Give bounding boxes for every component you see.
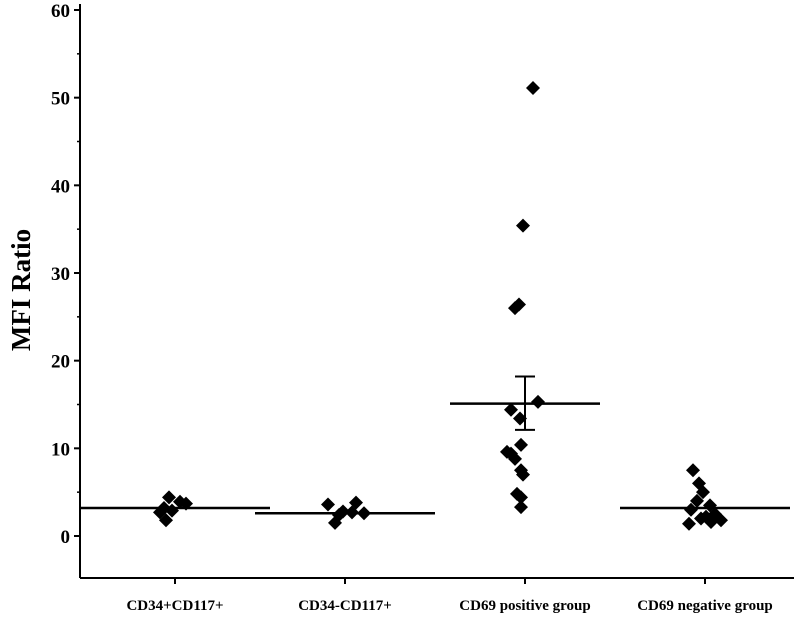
data-point: [162, 490, 176, 505]
data-point: [504, 402, 518, 417]
data-point: [516, 467, 530, 482]
y-tick-label: 30: [51, 264, 70, 285]
data-point: [714, 513, 728, 528]
data-point: [684, 502, 698, 517]
data-point: [682, 516, 696, 531]
data-point: [332, 507, 346, 522]
data-point: [690, 493, 704, 508]
y-tick-label: 40: [51, 176, 70, 197]
data-point: [508, 451, 522, 466]
x-tick-label: CD69 negative group: [637, 598, 773, 614]
data-point: [514, 490, 528, 505]
data-point: [686, 463, 700, 478]
y-axis-label: MFI Ratio: [6, 229, 36, 351]
x-tick-label: CD69 positive group: [459, 598, 590, 614]
data-point: [696, 485, 710, 500]
y-tick-label: 60: [51, 1, 70, 22]
data-point: [531, 394, 545, 409]
data-point: [699, 509, 713, 524]
y-tick-label: 0: [61, 527, 71, 548]
data-point: [173, 494, 187, 509]
data-point: [321, 497, 335, 512]
x-tick-label: CD34+CD117+: [126, 598, 223, 614]
data-point: [516, 218, 530, 233]
data-point: [526, 81, 540, 96]
data-point: [514, 500, 528, 515]
y-tick-label: 20: [51, 352, 70, 373]
y-tick-label: 50: [51, 89, 70, 110]
data-point: [513, 411, 527, 426]
data-point: [508, 301, 522, 316]
y-tick-label: 10: [51, 439, 70, 460]
x-tick-label: CD34-CD117+: [298, 598, 392, 614]
data-point: [159, 513, 173, 528]
data-point: [514, 437, 528, 452]
